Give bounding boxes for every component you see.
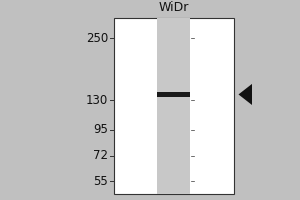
Bar [158, 18, 190, 194]
Text: 55: 55 [93, 175, 108, 188]
Polygon shape [238, 84, 252, 105]
Bar [114, 18, 234, 194]
Text: WiDr: WiDr [159, 1, 189, 14]
Text: 130: 130 [86, 94, 108, 107]
Text: 72: 72 [93, 149, 108, 162]
Text: 95: 95 [93, 123, 108, 136]
Text: 250: 250 [86, 32, 108, 45]
Bar [158, 92, 190, 97]
